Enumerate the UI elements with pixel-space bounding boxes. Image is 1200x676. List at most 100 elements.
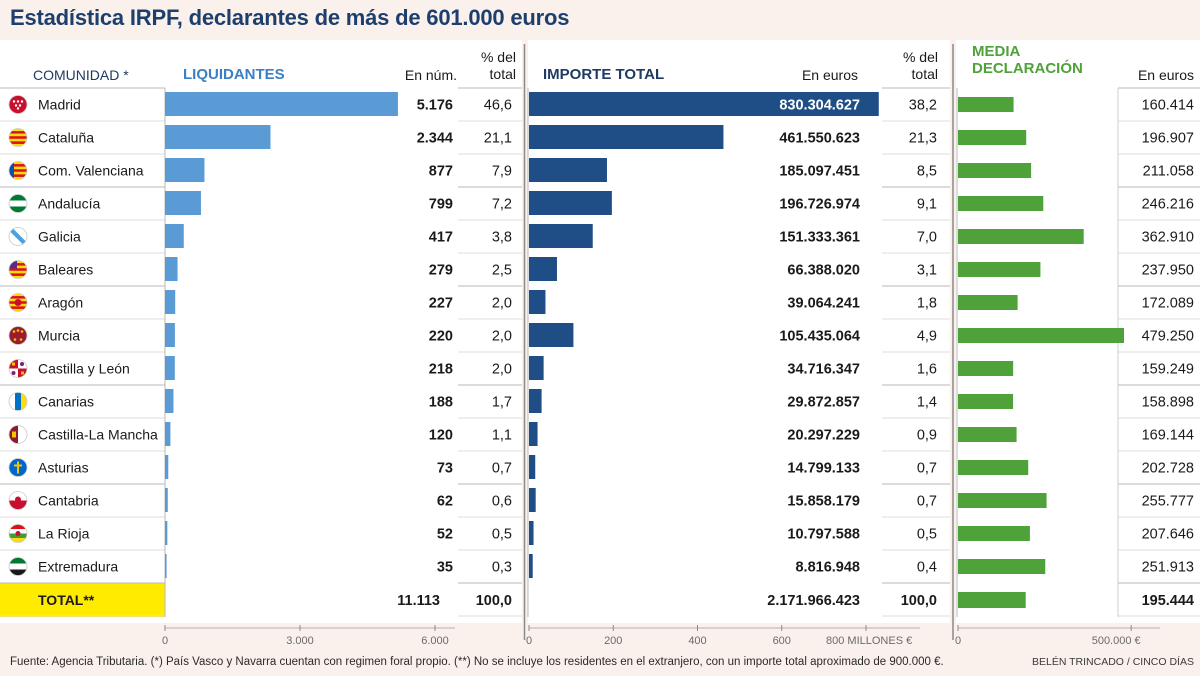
- cantabria-flag-icon: [8, 491, 28, 510]
- liquidantes-bar: [165, 257, 178, 281]
- comunidad-name: Canarias: [38, 394, 94, 410]
- liquidantes-value: 417: [429, 230, 453, 246]
- importe-tick-label: 200: [604, 635, 622, 647]
- total-importe: 2.171.966.423: [767, 593, 860, 609]
- comunidad-name: Extremadura: [38, 559, 118, 575]
- liquidantes-bar: [165, 422, 171, 446]
- media-value: 211.058: [1143, 164, 1194, 180]
- comunidad-name: Madrid: [38, 97, 81, 113]
- liquidantes-value: 188: [429, 395, 453, 411]
- importe-pct: 8,5: [917, 164, 937, 180]
- importe-bar: [529, 158, 607, 182]
- importe-value: 830.304.627: [779, 98, 860, 114]
- importe-pct: 3,1: [917, 263, 937, 279]
- importe-pct: 7,0: [917, 230, 937, 246]
- importe-pct: 1,4: [917, 395, 937, 411]
- importe-value: 15.858.179: [787, 494, 860, 510]
- header-media-declaracion: MEDIA DECLARACIÓN: [972, 43, 1083, 77]
- liquidantes-pct: 1,7: [492, 395, 512, 411]
- importe-value: 10.797.588: [787, 527, 860, 543]
- liquidantes-bar: [165, 191, 201, 215]
- liquidantes-value: 279: [429, 263, 453, 279]
- media-value: 237.950: [1142, 263, 1194, 279]
- header-pct-total-1: % del total: [480, 49, 516, 82]
- media-bar: [958, 295, 1018, 310]
- total-pct-importe: 100,0: [901, 593, 937, 609]
- liquidantes-pct: 2,0: [492, 296, 512, 312]
- importe-bar: [529, 224, 593, 248]
- liquidantes-bar: [165, 323, 175, 347]
- importe-pct: 0,9: [917, 428, 937, 444]
- media-value: 479.250: [1142, 329, 1194, 345]
- media-value: 207.646: [1142, 527, 1194, 543]
- liquidantes-pct: 2,5: [492, 263, 512, 279]
- media-bar: [958, 196, 1044, 211]
- liquidantes-pct: 7,9: [492, 164, 512, 180]
- total-media: 195.444: [1142, 593, 1194, 609]
- media-value: 169.144: [1142, 428, 1194, 444]
- importe-pct: 4,9: [917, 329, 937, 345]
- baleares-flag-icon: [8, 260, 28, 279]
- header-comunidad: COMUNIDAD *: [33, 67, 129, 83]
- liquidantes-pct: 2,0: [492, 362, 512, 378]
- media-bar: [958, 262, 1041, 277]
- liquidantes-pct: 0,6: [492, 494, 512, 510]
- liquidantes-value: 120: [429, 428, 453, 444]
- total-media-bar: [958, 592, 1026, 608]
- importe-pct: 38,2: [909, 98, 937, 114]
- liquidantes-pct: 2,0: [492, 329, 512, 345]
- liquidantes-bar: [165, 158, 205, 182]
- importe-pct: 0,5: [917, 527, 937, 543]
- media-value: 160.414: [1142, 98, 1194, 114]
- liquidantes-value: 799: [429, 197, 453, 213]
- comunidad-name: Cantabria: [38, 493, 99, 509]
- liquidantes-value: 5.176: [417, 98, 453, 114]
- importe-value: 8.816.948: [795, 560, 860, 576]
- importe-bar: [529, 356, 544, 380]
- madrid-flag-icon: [8, 95, 28, 114]
- liquidantes-pct: 0,3: [492, 560, 512, 576]
- media-tick-label: 0: [955, 635, 961, 647]
- liquidantes-value: 62: [437, 494, 453, 510]
- liquidantes-tick-label: 6.000: [421, 635, 449, 647]
- valenciana-flag-icon: [8, 161, 28, 180]
- media-value: 196.907: [1142, 131, 1194, 147]
- galicia-flag-icon: [8, 227, 28, 246]
- media-value: 159.249: [1142, 362, 1194, 378]
- importe-pct: 0,7: [917, 461, 937, 477]
- header-en-num: En núm.: [404, 67, 457, 83]
- media-bar: [958, 559, 1046, 574]
- liquidantes-bar: [165, 455, 169, 479]
- importe-bar: [529, 92, 879, 116]
- media-bar: [958, 427, 1017, 442]
- media-value: 158.898: [1142, 395, 1194, 411]
- extremadura-flag-icon: [8, 557, 28, 576]
- importe-tick-label: 800 MILLONES €: [826, 635, 912, 647]
- comunidad-name: Com. Valenciana: [38, 163, 144, 179]
- media-bar: [958, 394, 1014, 409]
- media-bar: [958, 229, 1084, 244]
- importe-pct: 21,3: [909, 131, 937, 147]
- liquidantes-pct: 46,6: [484, 98, 512, 114]
- importe-bar: [529, 191, 612, 215]
- importe-bar: [529, 389, 542, 413]
- importe-bar: [529, 323, 574, 347]
- total-pct-liquidantes: 100,0: [476, 593, 512, 609]
- importe-bar: [529, 290, 546, 314]
- importe-bar: [529, 422, 538, 446]
- media-value: 202.728: [1142, 461, 1194, 477]
- liquidantes-bar: [165, 224, 184, 248]
- liquidantes-bar: [165, 356, 175, 380]
- liquidantes-value: 218: [429, 362, 453, 378]
- comunidad-name: Andalucía: [38, 196, 100, 212]
- importe-value: 105.435.064: [779, 329, 860, 345]
- importe-value: 151.333.361: [779, 230, 860, 246]
- castilla-leon-flag-icon: [8, 359, 28, 378]
- media-value: 172.089: [1142, 296, 1194, 312]
- importe-value: 185.097.451: [779, 164, 860, 180]
- liquidantes-value: 35: [437, 560, 453, 576]
- header-liquidantes: LIQUIDANTES: [183, 66, 285, 83]
- header-en-euros-2: En euros: [1137, 67, 1194, 83]
- importe-pct: 1,6: [917, 362, 937, 378]
